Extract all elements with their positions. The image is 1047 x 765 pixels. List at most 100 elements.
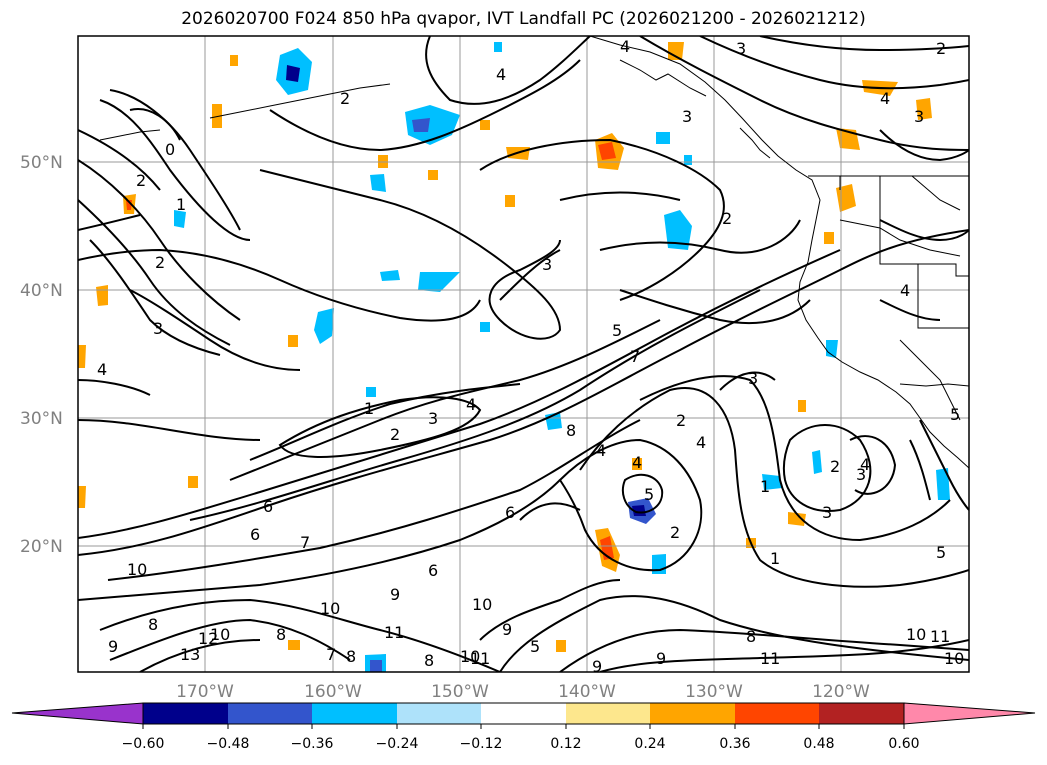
- contour-label: 9: [656, 649, 666, 668]
- colorbar-frame: [142, 702, 905, 725]
- colorbar-swatch: [312, 703, 397, 724]
- map-background: [78, 36, 969, 672]
- colorbar-label: −0.24: [376, 736, 419, 752]
- contour-label: 4: [860, 455, 870, 474]
- contour-label: 2: [136, 171, 146, 190]
- contour-label: 4: [632, 453, 642, 472]
- contour-label: 2: [936, 39, 946, 58]
- colorbar-swatch: [143, 703, 228, 724]
- colorbar-label: −0.48: [207, 736, 250, 752]
- contour-label: 4: [496, 65, 506, 84]
- contour-label: 5: [950, 405, 960, 424]
- contour-label: 8: [566, 421, 576, 440]
- lon-label: 140°W: [558, 682, 616, 702]
- map-frame: [77, 35, 970, 673]
- colorbar: −0.60 −0.48 −0.36 −0.24 −0.12 0.12 0.24 …: [11, 702, 1036, 752]
- contour-label: 2: [340, 89, 350, 108]
- lat-label: 40°N: [20, 281, 63, 301]
- contour-label: 10: [320, 599, 340, 618]
- lon-label: 150°W: [431, 682, 489, 702]
- contour-label: 8: [148, 615, 158, 634]
- contour-label: 5: [612, 321, 622, 340]
- contour-label: 3: [914, 107, 924, 126]
- colorbar-label: 0.24: [634, 736, 665, 752]
- coastlines: [99, 36, 969, 469]
- contour-label: 2: [155, 253, 165, 272]
- colorbar-label: −0.60: [122, 736, 165, 752]
- contour-label: 10: [944, 649, 964, 668]
- longitude-labels: 170°W 160°W 150°W 140°W 130°W 120°W: [176, 682, 870, 702]
- contour-label: 3: [856, 465, 866, 484]
- lon-label: 120°W: [812, 682, 870, 702]
- contour-label: 7: [300, 533, 310, 552]
- colorbar-swatch: [397, 703, 481, 724]
- lon-label: 160°W: [304, 682, 362, 702]
- contour-label: 3: [153, 319, 163, 338]
- colorbar-extend-low: [11, 702, 144, 725]
- map-title: 2026020700 F024 850 hPa qvapor, IVT Land…: [181, 9, 866, 29]
- contour-label: 2: [676, 411, 686, 430]
- colorbar-label: 0.60: [888, 736, 919, 752]
- contour-label: 1: [364, 399, 374, 418]
- lat-label: 30°N: [20, 409, 63, 429]
- lat-label: 50°N: [20, 153, 63, 173]
- contour-label: 8: [346, 647, 356, 666]
- contour-label: 8: [424, 651, 434, 670]
- contour-lines: [78, 36, 969, 672]
- contour-label: 11: [384, 623, 404, 642]
- colorbar-swatch: [735, 703, 819, 724]
- contour-label: 4: [97, 360, 107, 379]
- lon-label: 130°W: [685, 682, 743, 702]
- contour-label: 11: [470, 649, 490, 668]
- contour-label: 4: [596, 441, 606, 460]
- colorbar-label: −0.12: [460, 736, 503, 752]
- contour-label: 4: [880, 89, 890, 108]
- colorbar-label: 0.12: [550, 736, 581, 752]
- contour-label: 8: [276, 625, 286, 644]
- contour-label: 12: [198, 629, 218, 648]
- contour-label: 10: [460, 647, 480, 666]
- contour-label: 2: [670, 523, 680, 542]
- contour-label: 11: [760, 649, 780, 668]
- contour-label: 7: [326, 645, 336, 664]
- contour-label: 9: [108, 637, 118, 656]
- contour-label: 10: [210, 625, 230, 644]
- contour-label: 4: [696, 433, 706, 452]
- contour-label: 7: [630, 347, 640, 366]
- colorbar-swatch: [650, 703, 735, 724]
- contour-label: 0: [165, 140, 175, 159]
- colorbar-label: 0.36: [719, 736, 750, 752]
- contour-label: 3: [682, 107, 692, 126]
- contour-label: 5: [644, 485, 654, 504]
- colorbar-swatch: [566, 703, 650, 724]
- colorbar-ticks: [142, 724, 905, 729]
- contour-label: 6: [505, 503, 515, 522]
- contour-label: 3: [542, 255, 552, 274]
- contour-label: 13: [180, 645, 200, 664]
- contour-label: 4: [466, 395, 476, 414]
- colorbar-extend-high: [903, 702, 1036, 725]
- contour-label: 10: [906, 625, 926, 644]
- contour-label: 11: [930, 627, 950, 646]
- lon-label: 170°W: [176, 682, 234, 702]
- contour-label: 6: [250, 525, 260, 544]
- contour-label: 1: [176, 195, 186, 214]
- contour-label: 2: [830, 457, 840, 476]
- contour-label: 3: [822, 503, 832, 522]
- contour-label: 4: [620, 37, 630, 56]
- contour-label: 10: [127, 560, 147, 579]
- contour-label: 6: [263, 497, 273, 516]
- contour-label: 2: [390, 425, 400, 444]
- contour-label: 10: [472, 595, 492, 614]
- contour-label: 5: [936, 543, 946, 562]
- contour-label: 2: [722, 209, 732, 228]
- contour-label: 1: [760, 477, 770, 496]
- contour-label: 9: [592, 657, 602, 676]
- colorbar-swatch: [481, 703, 566, 724]
- colorbar-label: 0.48: [803, 736, 834, 752]
- contour-labels: 0 2 1 2 3 4 1 2 3 4 6 6 7 10 8 9 13 12 1…: [97, 37, 964, 676]
- contour-label: 3: [736, 39, 746, 58]
- colorbar-swatch: [819, 703, 904, 724]
- colorbar-label: −0.36: [291, 736, 334, 752]
